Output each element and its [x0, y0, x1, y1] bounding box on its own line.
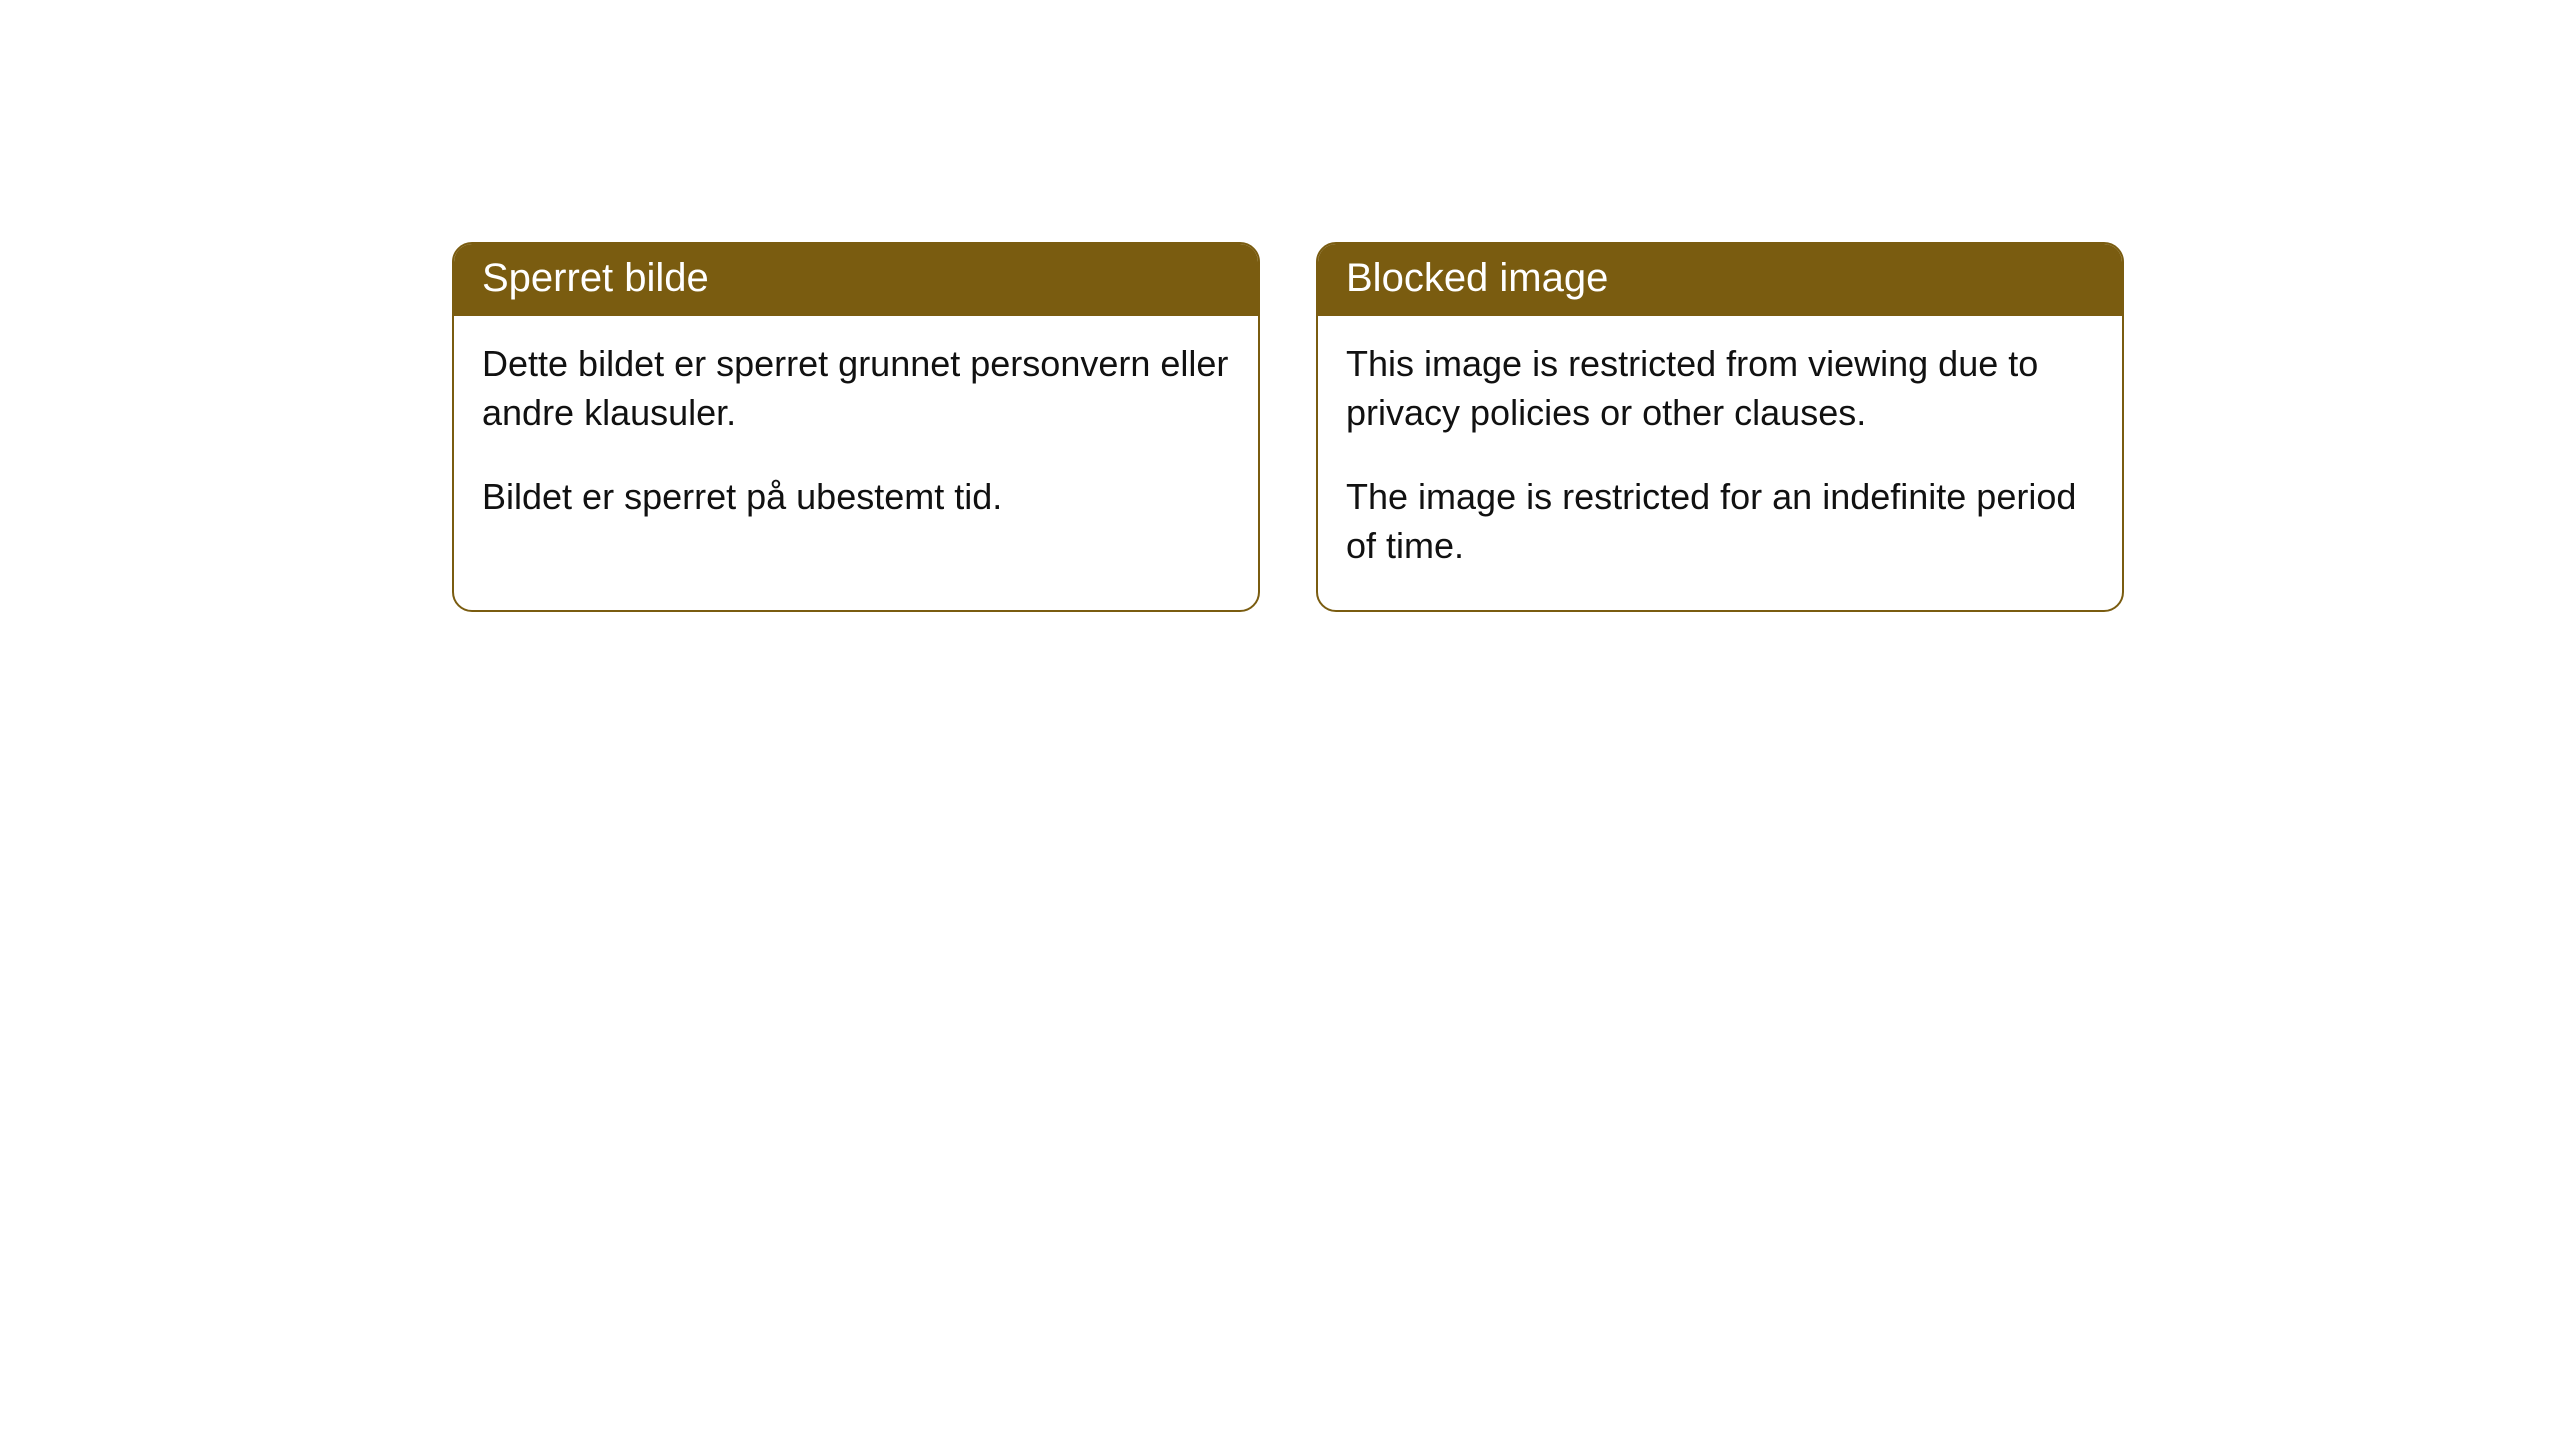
notice-card-norwegian: Sperret bilde Dette bildet er sperret gr… — [452, 242, 1260, 612]
notice-body: This image is restricted from viewing du… — [1318, 316, 2122, 610]
notice-header: Blocked image — [1318, 244, 2122, 316]
notice-paragraph: The image is restricted for an indefinit… — [1346, 473, 2094, 570]
notice-container: Sperret bilde Dette bildet er sperret gr… — [0, 0, 2560, 612]
notice-header: Sperret bilde — [454, 244, 1258, 316]
notice-paragraph: This image is restricted from viewing du… — [1346, 340, 2094, 437]
notice-paragraph: Dette bildet er sperret grunnet personve… — [482, 340, 1230, 437]
notice-body: Dette bildet er sperret grunnet personve… — [454, 316, 1258, 562]
notice-card-english: Blocked image This image is restricted f… — [1316, 242, 2124, 612]
notice-paragraph: Bildet er sperret på ubestemt tid. — [482, 473, 1230, 522]
